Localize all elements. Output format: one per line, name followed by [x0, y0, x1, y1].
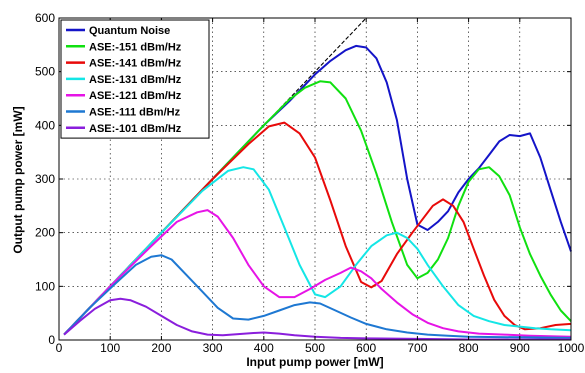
x-tick-label-1: 100 — [100, 341, 120, 355]
legend-box — [60, 19, 210, 139]
x-tick-label-9: 900 — [510, 341, 530, 355]
legend-label-6: ASE:-101 dBm/Hz — [89, 123, 182, 135]
legend-label-2: ASE:-141 dBm/Hz — [89, 58, 182, 70]
x-tick-label-5: 500 — [305, 341, 325, 355]
y-tick-label-4: 400 — [35, 118, 55, 132]
y-tick-label-0: 0 — [48, 333, 55, 347]
y-tick-label-2: 200 — [35, 226, 55, 240]
series-lines — [63, 44, 572, 341]
y-tick-label-5: 500 — [35, 65, 55, 79]
x-tick-label-10: 1000 — [558, 341, 585, 355]
series-line-2 — [63, 121, 572, 336]
legend-label-1: ASE:-151 dBm/Hz — [89, 41, 182, 53]
series-line-4 — [63, 209, 572, 338]
legend-label-4: ASE:-121 dBm/Hz — [89, 90, 182, 102]
x-axis-label: Input pump power [mW] — [246, 355, 383, 369]
y-tick-label-6: 600 — [35, 11, 55, 25]
y-axis-label: Output pump power [mW] — [11, 106, 25, 253]
x-tick-label-3: 300 — [203, 341, 223, 355]
series-line-3 — [63, 166, 572, 336]
series-line-6 — [63, 297, 571, 341]
x-tick-label-7: 700 — [407, 341, 427, 355]
x-tick-label-6: 600 — [356, 341, 376, 355]
legend: Quantum Noise ASE:-151 dBm/Hz ASE:-141 dBm… — [60, 19, 210, 139]
x-tick-label-8: 800 — [459, 341, 479, 355]
legend-label-5: ASE:-111 dBm/Hz — [89, 107, 181, 119]
series-line-5 — [63, 254, 572, 339]
x-tick-label-2: 200 — [151, 341, 171, 355]
y-tick-label-3: 300 — [35, 172, 55, 186]
y-tick-label-1: 100 — [35, 279, 55, 293]
x-tick-label-4: 400 — [254, 341, 274, 355]
series-line-1 — [63, 80, 572, 336]
ticks: 0 100 200 300 400 500 600 700 800 900 1000 0 100 200 3… — [35, 11, 585, 355]
legend-label-0: Quantum Noise — [89, 25, 170, 37]
x-tick-label-0: 0 — [56, 341, 63, 355]
legend-label-3: ASE:-131 dBm/Hz — [89, 74, 182, 86]
